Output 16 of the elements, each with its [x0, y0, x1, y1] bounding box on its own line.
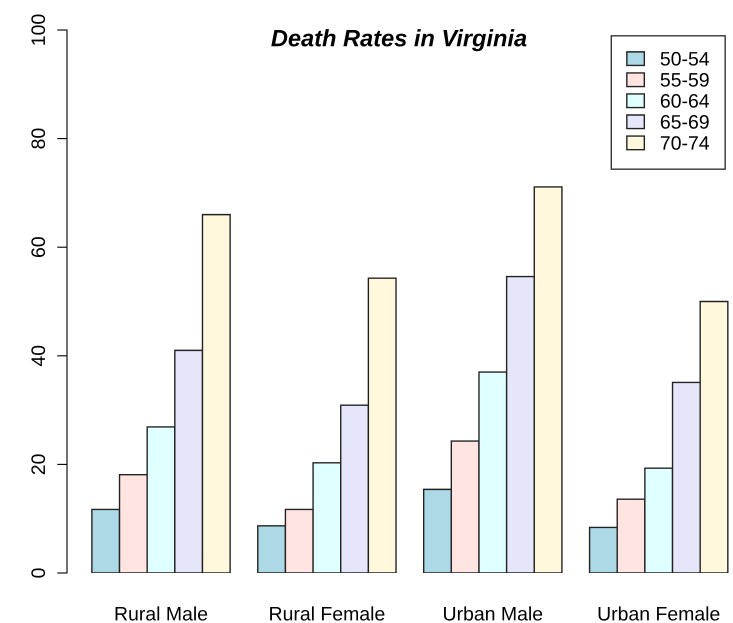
legend-label: 65-69 [660, 115, 709, 129]
y-tick-label: 60 [31, 237, 46, 258]
y-tick-label: 20 [31, 454, 46, 474]
x-tick-label: Urban Female [598, 606, 720, 621]
x-tick-label: Rural Female [270, 606, 384, 621]
x-tick-label: Rural Male [116, 606, 208, 621]
y-tick-label: 0 [31, 568, 46, 578]
y-tick-label: 80 [31, 128, 46, 149]
x-tick-label: Urban Male [444, 606, 542, 621]
legend-label: 60-64 [660, 94, 710, 108]
legend-label: 55-59 [660, 72, 709, 87]
legend-label: 70-74 [660, 136, 710, 150]
y-tick-label: 100 [31, 14, 46, 45]
legend-label: 50-54 [660, 52, 710, 66]
y-tick-label: 40 [31, 346, 46, 366]
chart-title: Death Rates in Virginia [271, 29, 526, 52]
